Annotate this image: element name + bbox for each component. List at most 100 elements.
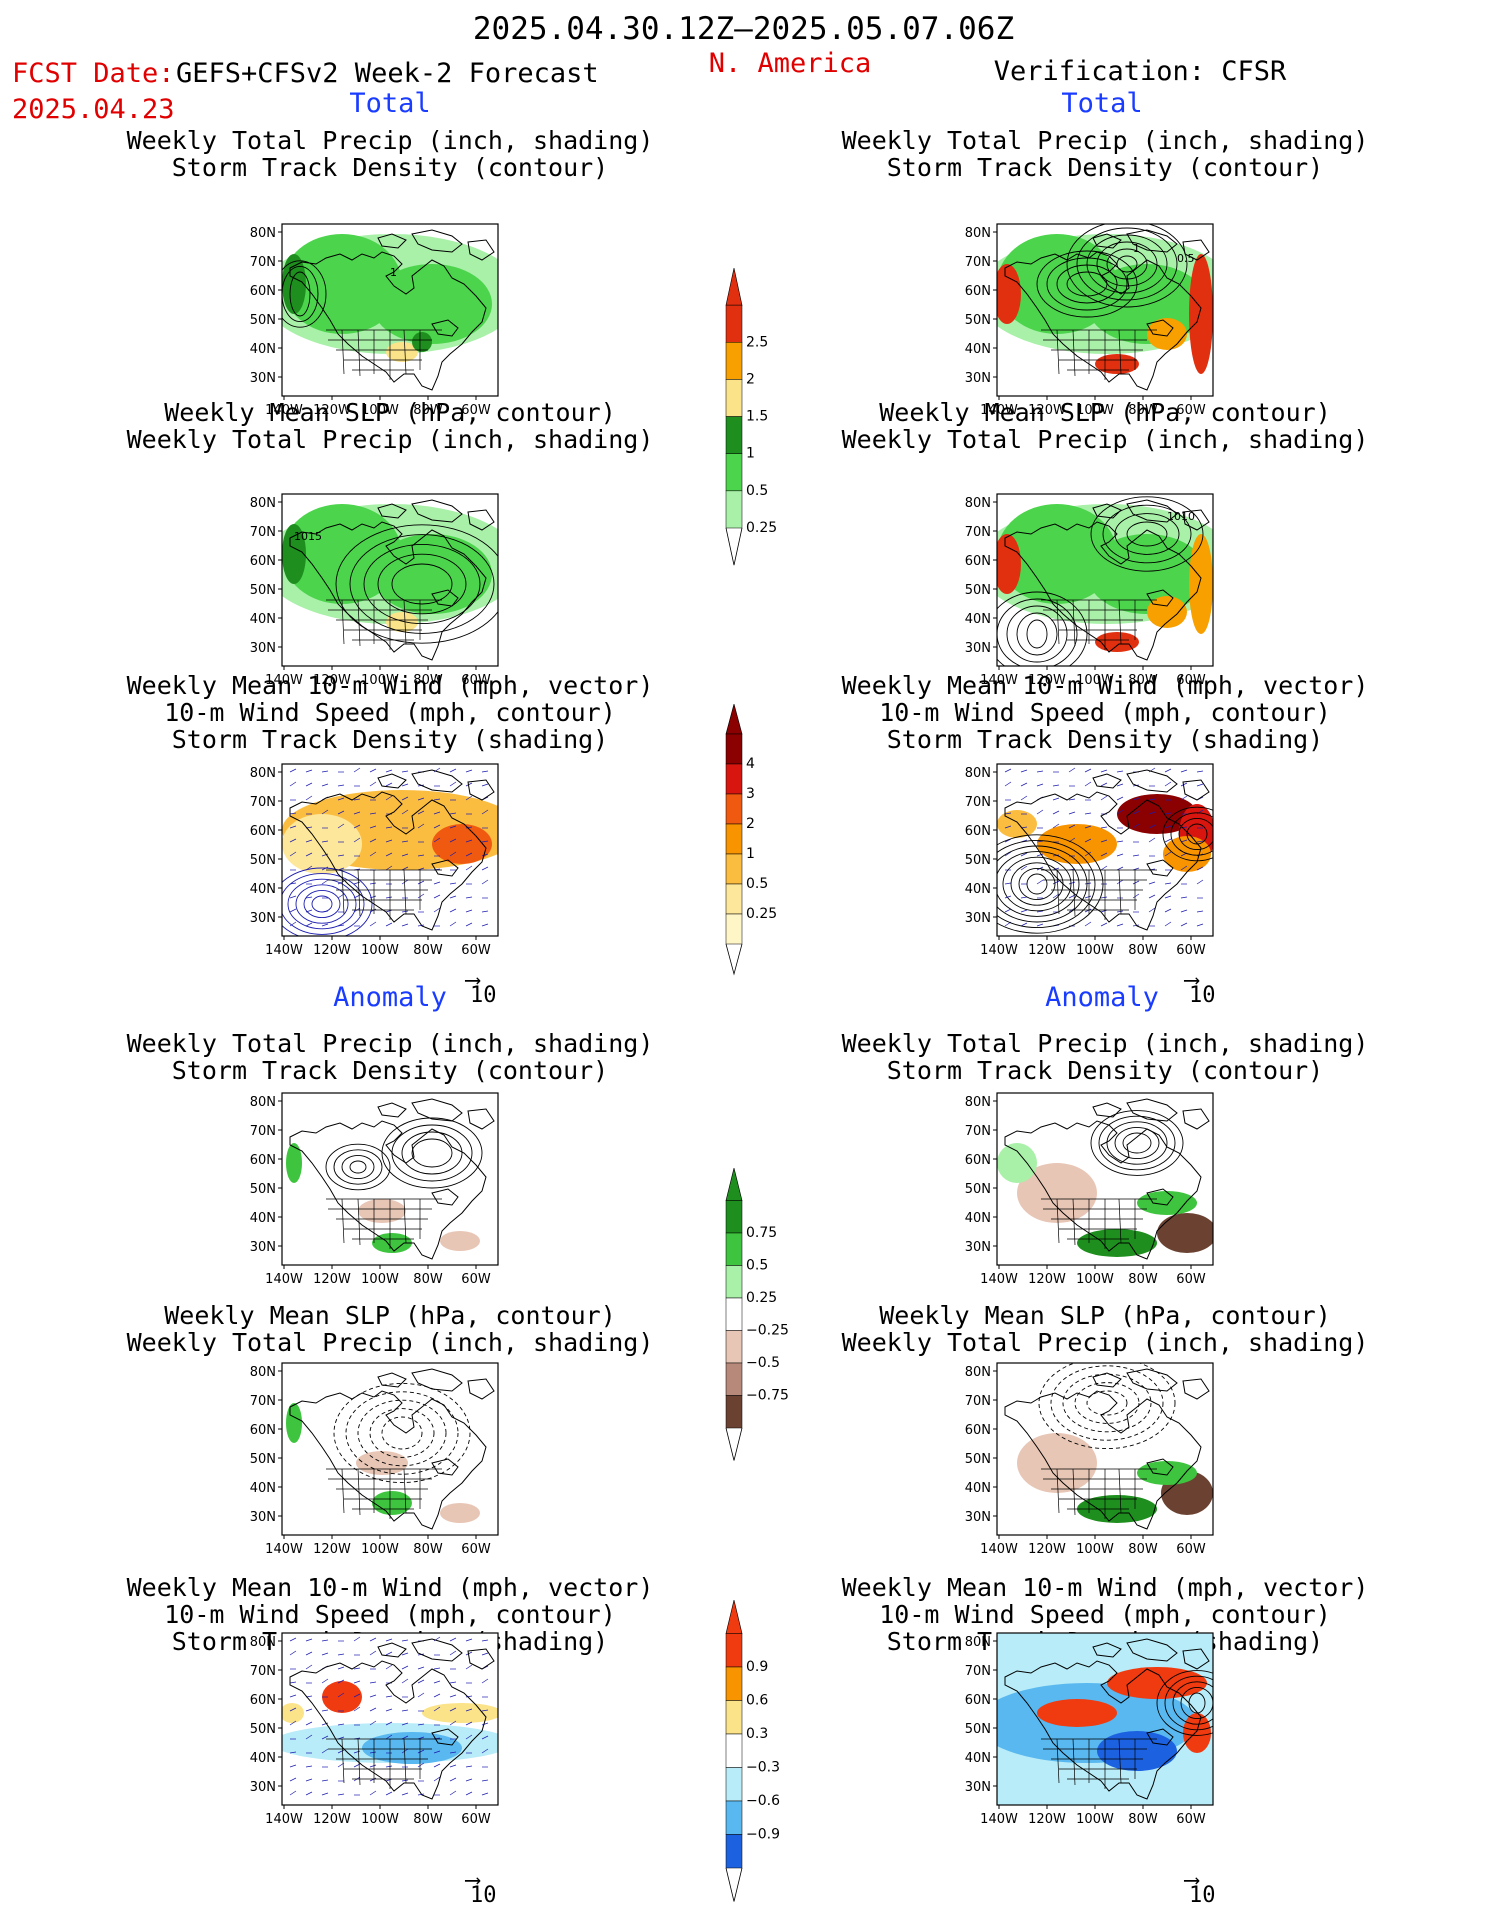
- lat-tick-label: 30N: [250, 911, 276, 926]
- svg-text:1: 1: [390, 266, 397, 279]
- verification-label: Verification: CFSR: [993, 56, 1287, 87]
- lat-tick-label: 60N: [965, 1693, 991, 1708]
- colorbar-swatch: [725, 1666, 743, 1701]
- lat-tick-label: 50N: [250, 853, 276, 868]
- colorbar-label: −0.9: [746, 1827, 780, 1843]
- lon-tick-label: 100W: [361, 1272, 399, 1287]
- lon-tick-label: 120W: [313, 403, 351, 418]
- lat-tick-label: 30N: [965, 371, 991, 386]
- lon-tick-label: 60W: [461, 403, 491, 418]
- colorbar-swatch: [725, 304, 743, 343]
- colorbar-label: 0.25: [746, 520, 777, 536]
- map-total-slp-precip-verification: 1010 80N 70N 60N 50N 40N 30N 140W 120W 100W 80W 60W: [957, 488, 1233, 700]
- colorbar-swatch: [725, 1232, 743, 1266]
- colorbar-swatch: [725, 793, 743, 825]
- title-anom-slp-obs-1: Weekly Mean SLP (hPa, contour): [879, 1301, 1331, 1330]
- colorbar-svg: 0.75 0.5 0.25 −0.25 −0.5 −0.75: [725, 1167, 789, 1461]
- lat-tick-label: 60N: [965, 1153, 991, 1168]
- lat-tick-label: 60N: [965, 824, 991, 839]
- vector-ref-anom-obs-value: 10: [1189, 1883, 1216, 1908]
- colorbar-label: 0.9: [746, 1659, 768, 1675]
- colorbar-label: 0.6: [746, 1693, 768, 1709]
- lon-tick-label: 120W: [1028, 403, 1066, 418]
- lon-tick-label: 100W: [1076, 1812, 1114, 1827]
- lat-tick-label: 60N: [965, 284, 991, 299]
- lon-tick-label: 140W: [265, 403, 303, 418]
- colorbar-label: 1: [746, 846, 755, 862]
- lat-tick-label: 60N: [250, 1423, 276, 1438]
- map-svg: 1010 80N 70N 60N 50N 40N 30N 140W 120W 100W 80W 60W: [965, 493, 1214, 688]
- map-total-wind-track-forecast: 80N 70N 60N 50N 40N 30N 140W 120W 100W 80W 60W: [242, 758, 518, 970]
- colorbar-swatch: [725, 1700, 743, 1735]
- map-svg: 80N 70N 60N 50N 40N 30N 140W 120W 100W 80W 60W: [250, 1362, 499, 1557]
- lon-tick-label: 120W: [313, 673, 351, 688]
- colorbar-swatch: [725, 1330, 743, 1364]
- colorbar-precip-anomaly: 0.75 0.5 0.25 −0.25 −0.5 −0.75: [716, 1167, 796, 1482]
- colorbar-label: 4: [746, 756, 755, 772]
- colorbar-label: 2: [746, 371, 755, 387]
- lon-tick-label: 140W: [980, 943, 1018, 958]
- region-label: N. America: [708, 48, 872, 79]
- lon-tick-label: 120W: [1028, 673, 1066, 688]
- colorbar-swatch: [725, 416, 743, 454]
- title-anom-precip-fcst-1: Weekly Total Precip (inch, shading): [126, 1029, 654, 1058]
- lat-tick-label: 50N: [250, 1452, 276, 1467]
- lat-tick-label: 70N: [250, 1664, 276, 1679]
- lon-tick-label: 60W: [1176, 1812, 1206, 1827]
- colorbar-swatch: [725, 490, 743, 529]
- title-total-slp-fcst-1: Weekly Mean SLP (hPa, contour): [164, 398, 616, 427]
- lat-tick-label: 40N: [250, 342, 276, 357]
- colorbar-label: 0.3: [746, 1726, 768, 1742]
- lat-tick-label: 30N: [965, 641, 991, 656]
- lat-tick-label: 40N: [250, 612, 276, 627]
- lat-tick-label: 50N: [965, 583, 991, 598]
- lon-tick-label: 60W: [1176, 403, 1206, 418]
- lon-tick-label: 120W: [313, 943, 351, 958]
- lat-tick-label: 80N: [965, 1635, 991, 1650]
- lat-tick-label: 70N: [250, 1394, 276, 1409]
- vector-ref-total-obs-value: 10: [1189, 983, 1216, 1008]
- svg-text:1015: 1015: [294, 530, 322, 543]
- lon-tick-label: 140W: [265, 1542, 303, 1557]
- map-svg: 80N 70N 60N 50N 40N 30N 140W 120W 100W 80W 60W: [250, 1092, 499, 1287]
- map-anom-slp-precip-verification: 80N 70N 60N 50N 40N 30N 140W 120W 100W 80W 60W: [957, 1357, 1233, 1569]
- title-total-slp-obs-2: Weekly Total Precip (inch, shading): [841, 425, 1369, 454]
- lat-tick-label: 80N: [250, 1365, 276, 1380]
- colorbar-swatch: [725, 1395, 743, 1429]
- lat-tick-label: 50N: [250, 313, 276, 328]
- vector-arrow-icon: ⟶: [1185, 1868, 1199, 1893]
- lat-tick-label: 60N: [250, 824, 276, 839]
- lon-tick-label: 100W: [1076, 403, 1114, 418]
- lon-tick-label: 120W: [1028, 1272, 1066, 1287]
- title-total-precip-fcst-1: Weekly Total Precip (inch, shading): [126, 126, 654, 155]
- lat-tick-label: 70N: [965, 795, 991, 810]
- colorbar-swatch: [725, 853, 743, 885]
- svg-text:0.5: 0.5: [1177, 252, 1195, 265]
- map-svg: 80N 70N 60N 50N 40N 30N 140W 120W 100W 80W 60W: [965, 763, 1214, 958]
- title-total-wind-obs-3: Storm Track Density (shading): [886, 725, 1324, 754]
- lat-tick-label: 80N: [250, 1095, 276, 1110]
- lat-tick-label: 80N: [250, 496, 276, 511]
- map-svg: 80N 70N 60N 50N 40N 30N 140W 120W 100W 80W 60W: [965, 1092, 1214, 1287]
- lon-tick-label: 140W: [980, 403, 1018, 418]
- lat-tick-label: 30N: [250, 1780, 276, 1795]
- vector-arrow-icon: ⟶: [1185, 968, 1199, 993]
- colorbar-label: −0.25: [746, 1323, 789, 1339]
- section-anomaly-right: Anomaly: [1045, 982, 1159, 1013]
- lat-tick-label: 40N: [965, 1751, 991, 1766]
- lat-tick-label: 70N: [250, 255, 276, 270]
- lon-tick-label: 120W: [313, 1812, 351, 1827]
- lon-tick-label: 80W: [413, 1272, 443, 1287]
- title-total-wind-fcst-3: Storm Track Density (shading): [171, 725, 609, 754]
- fcst-model-label: GEFS+CFSv2 Week-2 Forecast: [176, 58, 599, 89]
- lat-tick-label: 50N: [250, 1722, 276, 1737]
- lat-tick-label: 80N: [965, 226, 991, 241]
- title-total-wind-obs-1: Weekly Mean 10-m Wind (mph, vector): [841, 671, 1369, 700]
- lat-tick-label: 40N: [250, 1211, 276, 1226]
- lat-tick-label: 50N: [965, 1182, 991, 1197]
- map-anom-wind-track-verification: 80N 70N 60N 50N 40N 30N 140W 120W 100W 80W 60W: [957, 1627, 1233, 1839]
- colorbar-swatch: [725, 733, 743, 765]
- lat-tick-label: 70N: [965, 525, 991, 540]
- colorbar-precip-total: 2.5 2 1.5 1 0.5 0.25: [716, 267, 796, 582]
- lat-tick-label: 40N: [250, 1751, 276, 1766]
